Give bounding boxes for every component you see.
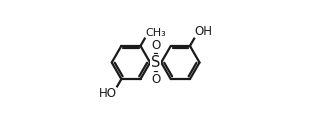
Text: OH: OH <box>195 25 213 38</box>
Text: S: S <box>151 55 160 70</box>
Text: O: O <box>151 73 160 86</box>
Text: HO: HO <box>99 87 117 100</box>
Text: O: O <box>151 39 160 52</box>
Text: CH₃: CH₃ <box>145 28 166 38</box>
